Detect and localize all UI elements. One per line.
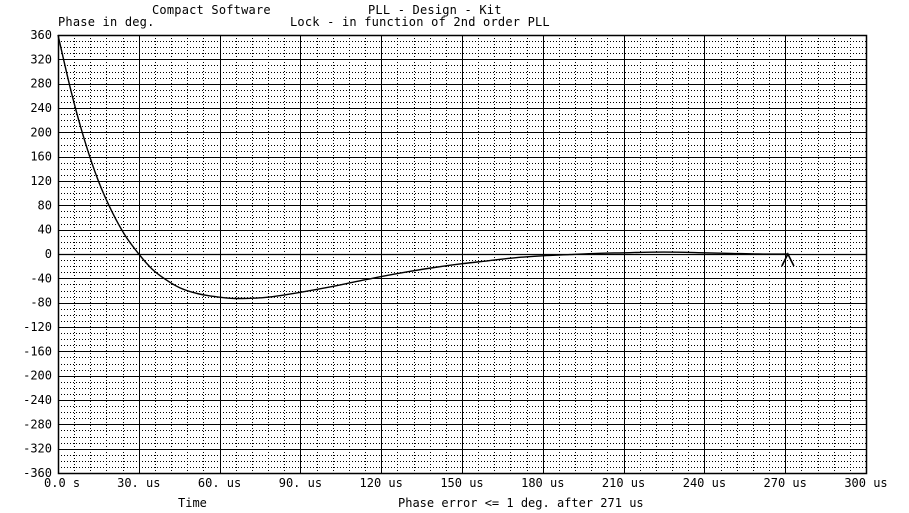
y-tick-label: -120 bbox=[23, 320, 52, 334]
x-tick-label: 0.0 s bbox=[44, 476, 80, 490]
series-layer bbox=[57, 34, 788, 300]
y-axis-caption: Phase in deg. bbox=[58, 15, 155, 29]
x-axis-caption: Time bbox=[178, 496, 207, 510]
y-tick-label: -360 bbox=[23, 466, 52, 480]
y-tick-label: 320 bbox=[30, 52, 52, 66]
y-tick-label: 80 bbox=[38, 198, 52, 212]
x-tick-label: 180 us bbox=[521, 476, 564, 490]
x-tick-label: 150 us bbox=[440, 476, 483, 490]
y-tick-label: -200 bbox=[23, 369, 52, 383]
y-tick-label: -280 bbox=[23, 417, 52, 431]
x-tick-label: 210 us bbox=[602, 476, 645, 490]
y-tick-label: 200 bbox=[30, 125, 52, 139]
y-tick-label: 160 bbox=[30, 150, 52, 164]
x-tick-label: 60. us bbox=[198, 476, 241, 490]
y-tick-label: 0 bbox=[45, 247, 52, 261]
y-tick-label: 280 bbox=[30, 77, 52, 91]
product-title: PLL - Design - Kit bbox=[368, 3, 502, 17]
y-tick-label: -40 bbox=[30, 271, 52, 285]
y-tick-label: -240 bbox=[23, 393, 52, 407]
y-tick-label: 360 bbox=[30, 28, 52, 42]
status-text: Phase error <= 1 deg. after 271 us bbox=[398, 496, 644, 510]
y-tick-label: -80 bbox=[30, 296, 52, 310]
y-tick-label: 120 bbox=[30, 174, 52, 188]
y-tick-label: 240 bbox=[30, 101, 52, 115]
series-line-0 bbox=[57, 34, 788, 300]
x-tick-label: 270 us bbox=[764, 476, 807, 490]
lock-marker bbox=[781, 252, 795, 267]
x-tick-label: 90. us bbox=[279, 476, 322, 490]
x-tick-label: 240 us bbox=[683, 476, 726, 490]
y-tick-label: 40 bbox=[38, 223, 52, 237]
y-tick-labels: 360 320 280 240 200 160 120 80 40 0 -40 -80 -120 -160… bbox=[23, 28, 52, 480]
y-tick-label: -160 bbox=[23, 344, 52, 358]
x-tick-label: 120 us bbox=[360, 476, 403, 490]
plot-border bbox=[57, 34, 868, 475]
software-title: Compact Software bbox=[152, 3, 271, 17]
y-tick-label: -320 bbox=[23, 442, 52, 456]
x-tick-label: 300 us bbox=[844, 476, 887, 490]
x-tick-labels: 0.0 s 30. us 60. us 90. us 120 us 150 us 180 u… bbox=[44, 476, 888, 490]
annotation-layer bbox=[781, 252, 795, 267]
plot-title: Lock - in function of 2nd order PLL bbox=[290, 15, 550, 29]
plot-frame bbox=[57, 34, 868, 475]
x-tick-label: 30. us bbox=[117, 476, 160, 490]
